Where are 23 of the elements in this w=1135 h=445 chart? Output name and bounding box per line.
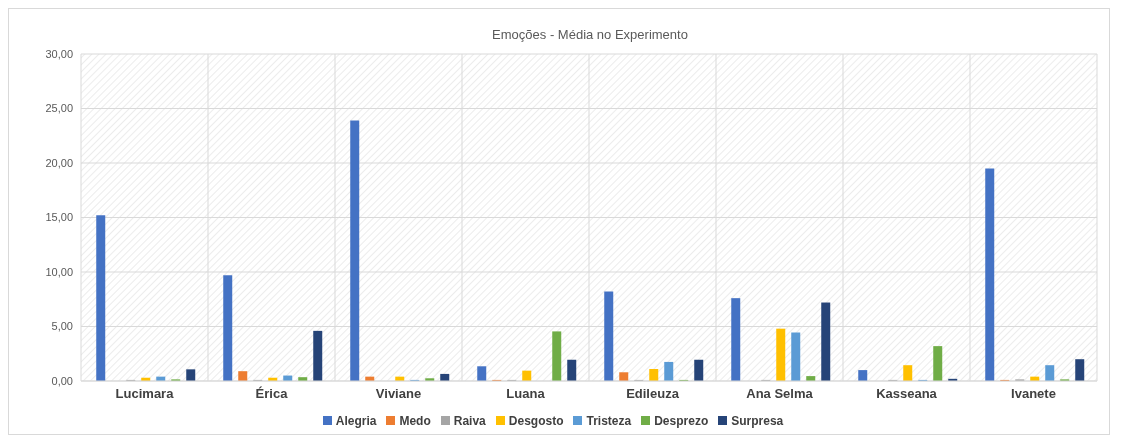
x-tick-label: Ivanete xyxy=(1011,386,1056,402)
legend-label: Surpresa xyxy=(731,414,784,428)
chart-title: Emoções - Média no Experimento xyxy=(491,27,689,42)
x-tick-label: Luana xyxy=(506,386,546,402)
y-tick-label: 25,00 xyxy=(45,102,73,115)
legend-label: Raiva xyxy=(453,414,486,428)
x-tick-label: Érica xyxy=(255,386,289,402)
legend-label: Desgosto xyxy=(508,414,564,428)
x-tick-label: Edileuza xyxy=(626,386,680,402)
legend-label: Tristeza xyxy=(586,414,632,428)
x-tick-label: Lucimara xyxy=(115,386,175,402)
x-tick-label: Ana Selma xyxy=(746,386,814,402)
y-tick-label: 30,00 xyxy=(45,47,73,60)
y-tick-label: 15,00 xyxy=(45,211,73,224)
y-tick-label: 10,00 xyxy=(45,265,73,278)
y-tick-label: 5,00 xyxy=(51,320,73,333)
legend-label: Medo xyxy=(399,414,431,428)
legend-label: Alegria xyxy=(335,414,377,428)
legend-label: Desprezo xyxy=(654,414,709,428)
y-tick-label: 20,00 xyxy=(45,156,73,169)
x-tick-label: Viviane xyxy=(375,386,422,402)
x-tick-label: Kasseana xyxy=(876,386,938,402)
y-tick-label: 0,00 xyxy=(51,374,73,387)
